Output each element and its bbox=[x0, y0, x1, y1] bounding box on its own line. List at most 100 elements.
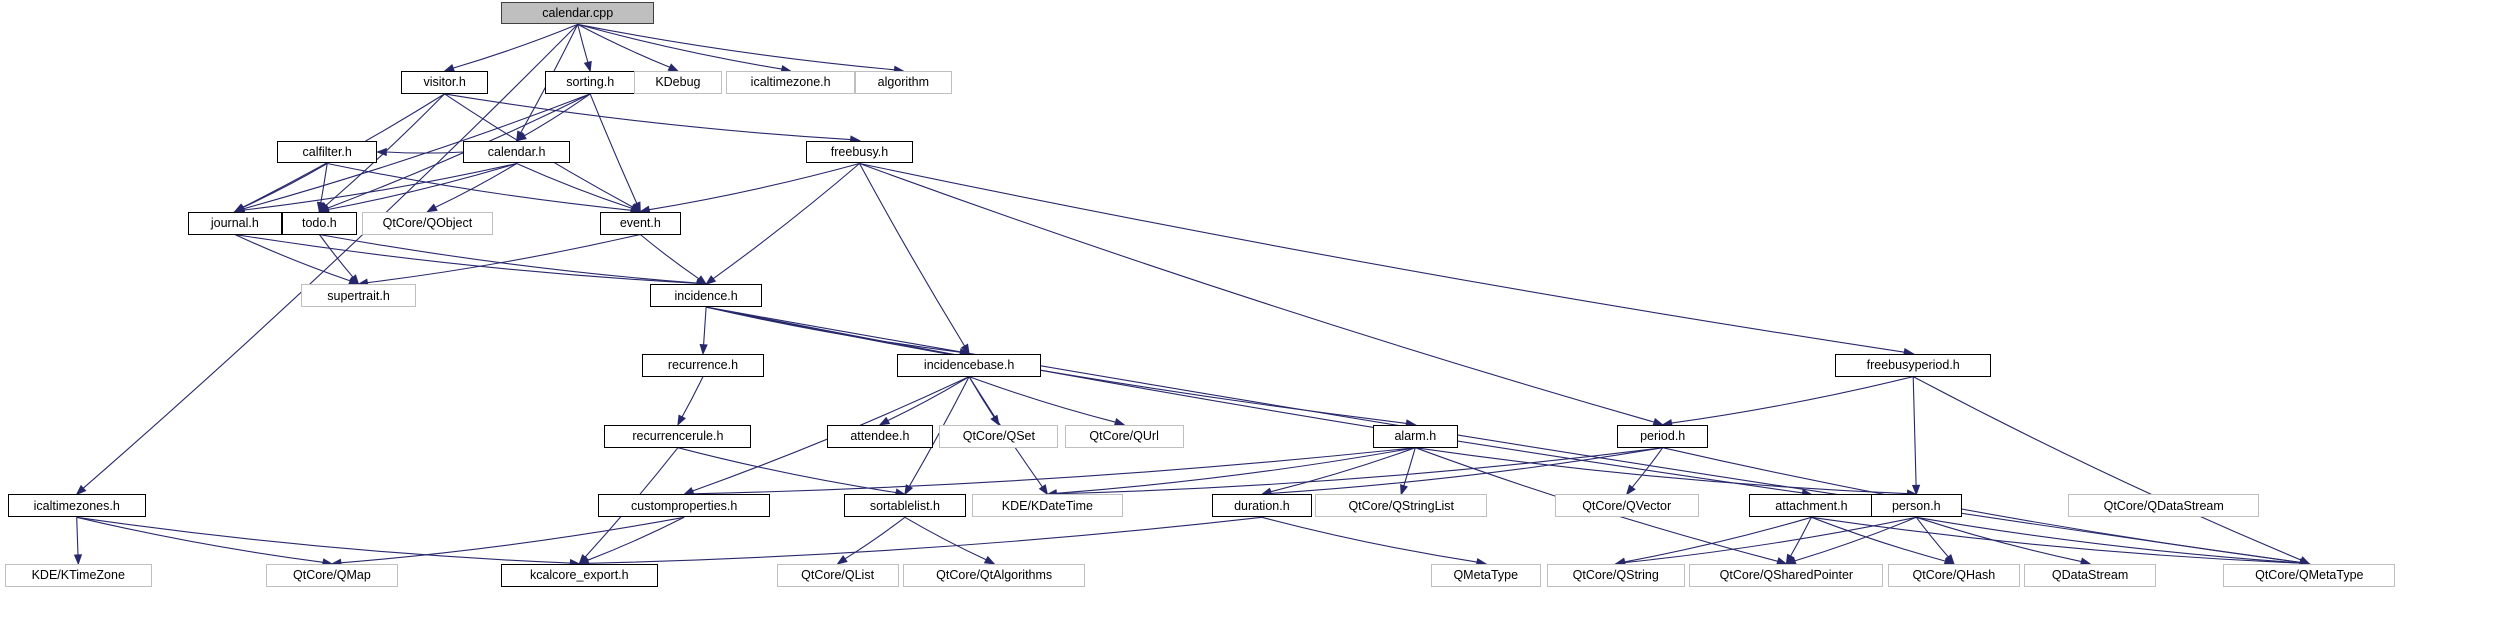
graph-node-algorithm[interactable]: algorithm bbox=[854, 71, 952, 94]
graph-node-qtcore-qhash[interactable]: QtCore/QHash bbox=[1888, 563, 2020, 587]
graph-edge-arrowhead bbox=[878, 416, 891, 426]
graph-node-label: KDE/KDateTime bbox=[1001, 498, 1094, 513]
graph-edge-arrowhead bbox=[677, 414, 686, 427]
graph-node-label: kcalcore_export.h bbox=[529, 568, 629, 583]
graph-edge bbox=[319, 233, 698, 284]
graph-node-sortablelist-h[interactable]: sortablelist.h bbox=[843, 494, 966, 518]
graph-edge-arrowhead bbox=[704, 275, 717, 286]
graph-edge bbox=[516, 162, 633, 209]
graph-edge bbox=[859, 162, 1655, 423]
graph-node-qtcore-qstringlist[interactable]: QtCore/QStringList bbox=[1315, 494, 1488, 518]
graph-node-freebusy-h[interactable]: freebusy.h bbox=[806, 140, 913, 164]
graph-node-kde-kdatetime[interactable]: KDE/KDateTime bbox=[972, 494, 1123, 518]
graph-edge bbox=[1811, 516, 2301, 564]
graph-node-incidence-h[interactable]: incidence.h bbox=[649, 284, 763, 308]
graph-node-visitor-h[interactable]: visitor.h bbox=[400, 71, 489, 94]
graph-edge bbox=[1915, 516, 1949, 558]
graph-edge-arrowhead bbox=[349, 274, 360, 286]
graph-node-kde-ktimezone[interactable]: KDE/KTimeZone bbox=[4, 563, 152, 587]
graph-edge bbox=[1270, 447, 1663, 494]
graph-edge bbox=[968, 376, 1116, 423]
graph-edge bbox=[577, 23, 671, 68]
graph-edge bbox=[1912, 376, 2302, 561]
graph-node-kcalcore-export-h[interactable]: kcalcore_export.h bbox=[501, 563, 658, 587]
graph-edge bbox=[327, 162, 517, 211]
graph-node-label: recurrencerule.h bbox=[632, 429, 724, 444]
graph-edge-arrowhead bbox=[73, 554, 83, 566]
graph-edge-arrowhead bbox=[233, 203, 246, 213]
graph-node-attendee-h[interactable]: attendee.h bbox=[826, 424, 934, 448]
graph-edge-arrowhead bbox=[316, 201, 325, 214]
graph-edge bbox=[1056, 447, 1663, 495]
graph-node-label: QtCore/QVector bbox=[1582, 498, 1672, 513]
graph-node-recurrencerule-h[interactable]: recurrencerule.h bbox=[604, 424, 752, 448]
graph-node-sorting-h[interactable]: sorting.h bbox=[544, 71, 636, 94]
graph-node-qtcore-qurl[interactable]: QtCore/QUrl bbox=[1064, 424, 1184, 448]
graph-node-label: sortablelist.h bbox=[869, 498, 940, 513]
graph-node-label: incidence.h bbox=[674, 288, 738, 303]
graph-node-calfilter-h[interactable]: calfilter.h bbox=[277, 140, 378, 164]
graph-node-qmetatype[interactable]: QMetaType bbox=[1430, 563, 1541, 587]
graph-node-qtcore-qsharedpointer[interactable]: QtCore/QSharedPointer bbox=[1689, 563, 1884, 587]
graph-node-label: algorithm bbox=[877, 75, 930, 90]
graph-node-label: QtCore/QHash bbox=[1912, 568, 1996, 583]
graph-node-qtcore-qobject[interactable]: QtCore/QObject bbox=[361, 211, 494, 235]
graph-node-qtcore-qstring[interactable]: QtCore/QString bbox=[1546, 563, 1685, 587]
graph-node-alarm-h[interactable]: alarm.h bbox=[1373, 424, 1458, 448]
graph-node-qtcore-qlist[interactable]: QtCore/QList bbox=[776, 563, 899, 587]
graph-node-label: attachment.h bbox=[1775, 498, 1848, 513]
graph-node-qtcore-qvector[interactable]: QtCore/QVector bbox=[1554, 494, 1699, 518]
graph-node-todo-h[interactable]: todo.h bbox=[281, 211, 357, 235]
graph-edge bbox=[444, 93, 851, 141]
graph-edge bbox=[703, 307, 707, 345]
graph-edge bbox=[524, 93, 591, 137]
graph-edge bbox=[649, 162, 860, 211]
graph-edge-arrowhead bbox=[426, 203, 438, 213]
graph-node-label: customproperties.h bbox=[631, 498, 738, 513]
graph-node-qdatastream[interactable]: QDataStream bbox=[2024, 563, 2156, 587]
graph-node-kdebug[interactable]: KDebug bbox=[634, 71, 722, 94]
graph-edge bbox=[859, 162, 1905, 353]
graph-node-incidencebase-h[interactable]: incidencebase.h bbox=[897, 353, 1042, 377]
graph-node-duration-h[interactable]: duration.h bbox=[1211, 494, 1312, 518]
graph-edge bbox=[1790, 517, 1812, 557]
graph-node-supertrait-h[interactable]: supertrait.h bbox=[300, 284, 417, 308]
graph-edge bbox=[589, 93, 638, 204]
graph-node-label: QtCore/QStringList bbox=[1348, 498, 1455, 513]
graph-node-label: QtCore/QList bbox=[801, 568, 875, 583]
graph-node-customproperties-h[interactable]: customproperties.h bbox=[598, 494, 771, 518]
graph-node-freebusyperiod-h[interactable]: freebusyperiod.h bbox=[1834, 353, 1992, 377]
graph-edge bbox=[327, 162, 632, 211]
graph-node-period-h[interactable]: period.h bbox=[1617, 424, 1709, 448]
graph-node-qtcore-qmetatype[interactable]: QtCore/QMetaType bbox=[2223, 563, 2396, 587]
graph-node-qtcore-qset[interactable]: QtCore/QSet bbox=[939, 424, 1059, 448]
graph-node-calendar-h[interactable]: calendar.h bbox=[463, 140, 570, 164]
graph-edge bbox=[706, 306, 2301, 564]
graph-node-event-h[interactable]: event.h bbox=[599, 211, 682, 235]
graph-edge bbox=[76, 516, 324, 563]
graph-edge-arrowhead bbox=[375, 147, 387, 157]
graph-node-label: freebusyperiod.h bbox=[1866, 358, 1960, 373]
graph-node-qtcore-qtalgorithms[interactable]: QtCore/QtAlgorithms bbox=[903, 563, 1085, 587]
graph-edge bbox=[712, 163, 860, 280]
graph-node-recurrence-h[interactable]: recurrence.h bbox=[641, 353, 765, 377]
graph-node-label: attendee.h bbox=[850, 429, 910, 444]
graph-node-qtcore-qmap[interactable]: QtCore/QMap bbox=[266, 563, 398, 587]
graph-edge bbox=[587, 516, 685, 561]
graph-edge bbox=[243, 93, 591, 210]
graph-node-label: period.h bbox=[1640, 429, 1686, 444]
graph-node-label: KDebug bbox=[655, 75, 701, 90]
graph-edge bbox=[82, 24, 579, 489]
graph-node-icaltimezone-h[interactable]: icaltimezone.h bbox=[726, 71, 855, 94]
graph-node-label: QtCore/QSet bbox=[962, 429, 1035, 444]
graph-node-qtcore-qdatastream[interactable]: QtCore/QDataStream bbox=[2068, 494, 2260, 518]
graph-node-icaltimezones-h[interactable]: icaltimezones.h bbox=[7, 494, 146, 518]
graph-node-attachment-h[interactable]: attachment.h bbox=[1748, 494, 1875, 518]
graph-edge bbox=[318, 234, 354, 278]
graph-edge bbox=[1415, 447, 1908, 495]
graph-node-journal-h[interactable]: journal.h bbox=[187, 211, 282, 235]
graph-edge bbox=[386, 151, 464, 154]
graph-node-calendar-cpp[interactable]: calendar.cpp bbox=[501, 1, 655, 25]
graph-node-person-h[interactable]: person.h bbox=[1870, 494, 1962, 518]
